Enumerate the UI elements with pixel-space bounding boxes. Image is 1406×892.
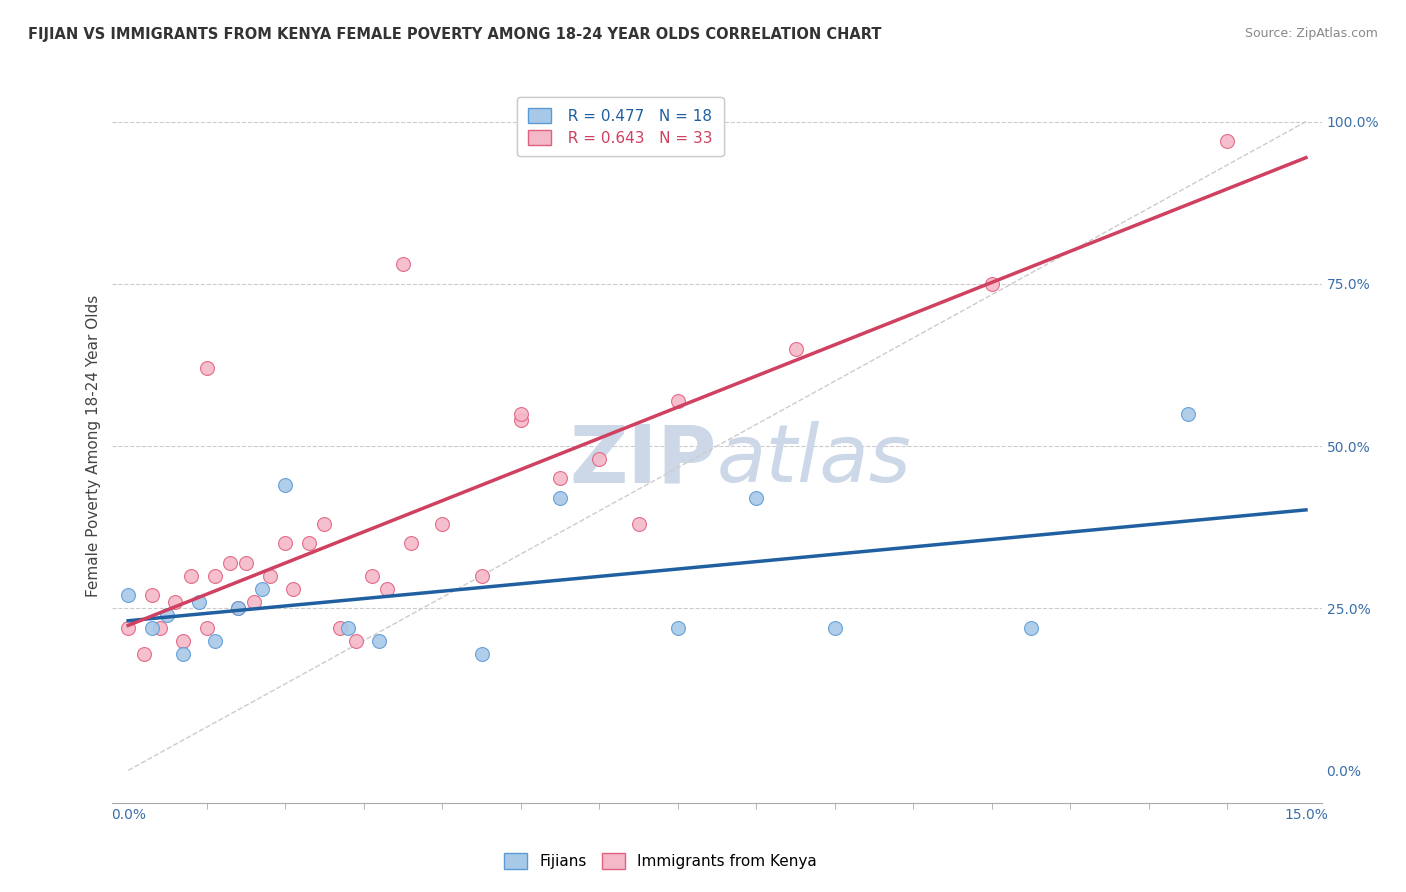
Point (548, 471, 571, 485)
Point (165, 595, 187, 609)
Point (588, 452, 610, 467)
Point (204, 633, 226, 648)
Point (172, 633, 194, 648)
Point (195, 621, 218, 635)
Point (509, 407, 531, 421)
Point (132, 647, 155, 661)
Legend:   R = 0.477   N = 18,   R = 0.643   N = 33: R = 0.477 N = 18, R = 0.643 N = 33 (517, 97, 724, 156)
Point (470, 568, 492, 582)
Point (470, 647, 492, 661)
Point (329, 621, 352, 635)
Text: Source: ZipAtlas.com: Source: ZipAtlas.com (1244, 27, 1378, 40)
Point (1216, 134, 1239, 148)
Point (392, 257, 415, 271)
Point (117, 588, 139, 602)
Point (274, 536, 297, 550)
Point (399, 536, 422, 550)
Point (745, 491, 768, 505)
Point (149, 621, 172, 635)
Point (666, 621, 689, 635)
Point (627, 516, 650, 531)
Point (337, 621, 360, 635)
Point (344, 633, 367, 648)
Point (235, 556, 257, 570)
Point (509, 413, 531, 427)
Y-axis label: Female Poverty Among 18-24 Year Olds: Female Poverty Among 18-24 Year Olds (86, 295, 101, 597)
Point (281, 582, 304, 596)
Point (195, 361, 218, 376)
Point (1177, 407, 1199, 421)
Point (824, 621, 846, 635)
Point (1019, 621, 1042, 635)
Point (219, 556, 242, 570)
Point (666, 393, 689, 408)
Point (980, 277, 1002, 291)
Point (432, 516, 454, 531)
Point (360, 568, 382, 582)
Point (785, 342, 807, 356)
Point (156, 607, 179, 622)
Point (375, 582, 398, 596)
Point (226, 601, 249, 615)
Point (243, 595, 266, 609)
Point (187, 595, 209, 609)
Point (172, 647, 194, 661)
Point (548, 491, 571, 505)
Text: atlas: atlas (717, 421, 912, 500)
Point (314, 516, 336, 531)
Point (117, 621, 139, 635)
Point (274, 478, 297, 492)
Legend: Fijians, Immigrants from Kenya: Fijians, Immigrants from Kenya (498, 847, 824, 875)
Point (141, 621, 163, 635)
Point (259, 568, 281, 582)
Point (368, 633, 391, 648)
Text: FIJIAN VS IMMIGRANTS FROM KENYA FEMALE POVERTY AMONG 18-24 YEAR OLDS CORRELATION: FIJIAN VS IMMIGRANTS FROM KENYA FEMALE P… (28, 27, 882, 42)
Point (204, 568, 226, 582)
Point (141, 588, 163, 602)
Point (298, 536, 321, 550)
Point (250, 582, 273, 596)
Text: ZIP: ZIP (569, 421, 717, 500)
Point (226, 601, 249, 615)
Point (180, 568, 202, 582)
